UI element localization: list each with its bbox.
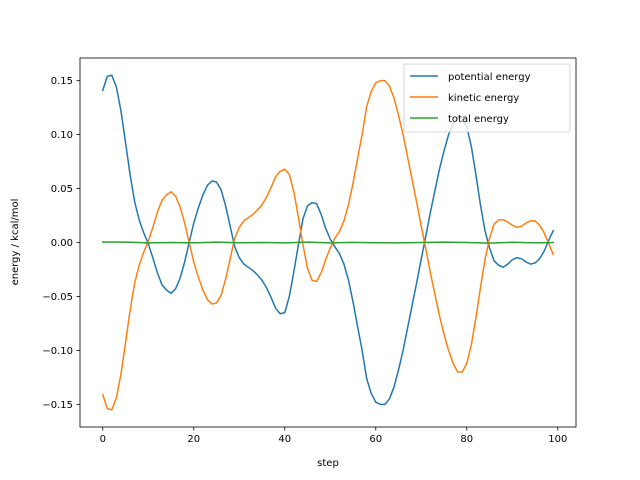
y-tick-label: −0.10 — [42, 346, 73, 357]
legend-label: total energy — [448, 114, 509, 125]
x-tick-label: 20 — [187, 434, 200, 445]
series-layer — [101, 74, 555, 411]
y-tick-label: −0.05 — [42, 292, 73, 303]
legend: potential energy kinetic energy total ener… — [403, 63, 571, 133]
y-tick-label: 0.10 — [51, 130, 73, 141]
y-axis-label: energy / kcal/mol — [10, 199, 21, 286]
y-tick-label: 0.00 — [51, 238, 73, 249]
x-axis-ticks: 0 20 40 60 80 100 — [100, 427, 567, 445]
series-line-total-energy — [101, 241, 555, 244]
legend-box — [403, 63, 571, 133]
y-tick-label: 0.05 — [51, 184, 73, 195]
y-axis-ticks: −0.15 −0.10 −0.05 0.00 0.05 0.10 0.15 — [42, 76, 80, 411]
x-tick-label: 80 — [460, 434, 473, 445]
legend-label: kinetic energy — [448, 93, 519, 104]
series-line-potential-energy — [101, 74, 555, 406]
y-tick-label: 0.15 — [51, 76, 73, 87]
x-tick-label: 60 — [369, 434, 382, 445]
x-tick-label: 40 — [278, 434, 291, 445]
series-line-kinetic-energy — [101, 79, 555, 411]
x-tick-label: 100 — [548, 434, 567, 445]
legend-label: potential energy — [448, 72, 531, 83]
x-tick-label: 0 — [100, 434, 106, 445]
x-axis-label: step — [317, 458, 339, 469]
y-tick-label: −0.15 — [42, 400, 73, 411]
